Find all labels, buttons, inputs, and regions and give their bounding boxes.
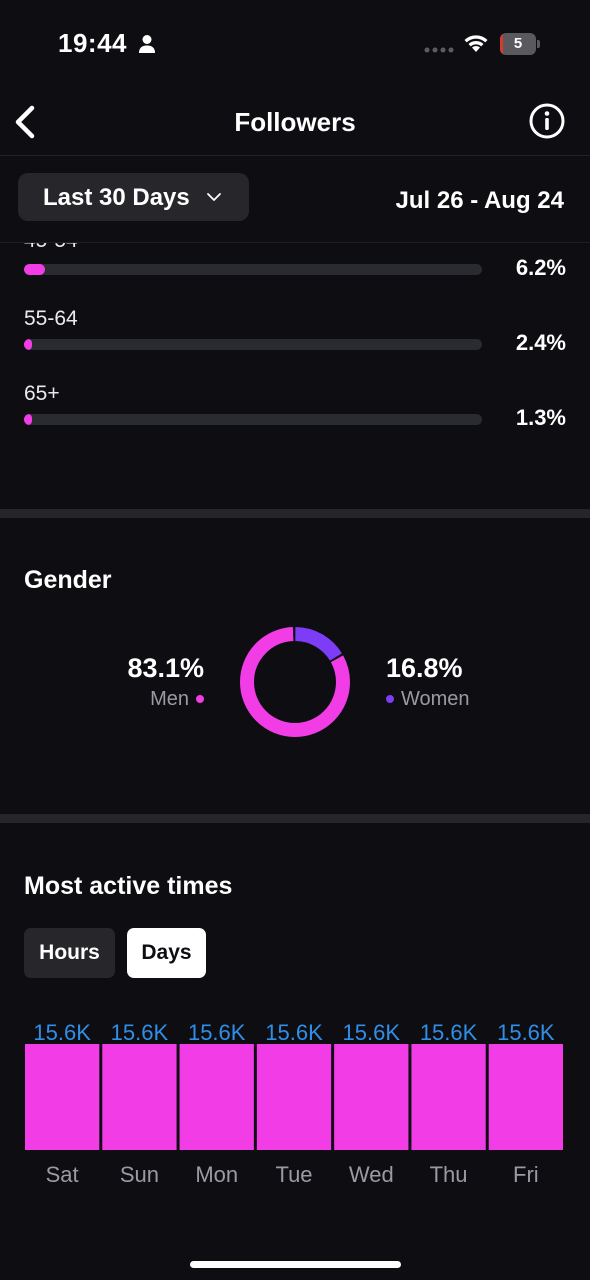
battery-body: 5: [500, 33, 536, 55]
age-row: 65+ 1.3%: [0, 382, 590, 442]
bar-data-label: 15.6K: [33, 1020, 91, 1045]
bar-sun: [102, 1044, 177, 1150]
bar-thu: [411, 1044, 486, 1150]
most-active-section-title: Most active times: [24, 872, 233, 900]
status-bar: 19:44 5: [0, 0, 590, 90]
age-row: 55-64 2.4%: [0, 307, 590, 367]
battery-fill: [500, 33, 503, 55]
wifi-icon: [464, 35, 488, 52]
donut-segment-men: [240, 627, 350, 737]
age-row-track: [24, 414, 482, 425]
men-legend: Men: [150, 688, 204, 710]
x-tick-label: Fri: [513, 1162, 539, 1187]
filter-row: Last 30 Days Jul 26 - Aug 24: [0, 157, 590, 243]
date-range-dropdown-label: Last 30 Days: [43, 184, 190, 211]
x-tick-label: Thu: [430, 1162, 468, 1187]
women-color-dot: [386, 695, 394, 703]
x-tick-label: Mon: [195, 1162, 238, 1187]
age-row-fill: [24, 339, 33, 350]
back-chevron-icon[interactable]: [10, 102, 42, 142]
bar-sat: [25, 1044, 100, 1150]
age-row-label: 45-54: [24, 243, 78, 253]
age-row-value: 2.4%: [515, 330, 566, 355]
men-color-dot: [196, 695, 204, 703]
nav-bar: Followers: [0, 90, 590, 156]
gender-section-title: Gender: [24, 566, 112, 594]
bar-data-label: 15.6K: [188, 1020, 246, 1045]
date-range-dropdown[interactable]: Last 30 Days: [18, 173, 249, 221]
women-percent: 16.8%: [386, 653, 463, 683]
x-tick-label: Wed: [349, 1162, 394, 1187]
bar-wed: [334, 1044, 409, 1150]
bar-data-label: 15.6K: [343, 1020, 401, 1045]
men-label: Men: [150, 687, 189, 710]
bar-data-label: 15.6K: [111, 1020, 169, 1045]
home-indicator[interactable]: [190, 1261, 401, 1268]
date-range-text: Jul 26 - Aug 24: [395, 187, 565, 214]
x-tick-label: Sat: [46, 1162, 79, 1187]
women-label: Women: [401, 687, 470, 710]
x-tick-label: Sun: [120, 1162, 159, 1187]
gender-donut-chart: [240, 627, 350, 737]
bar-mon: [179, 1044, 254, 1150]
tab-days[interactable]: Days: [127, 928, 206, 978]
bar-data-label: 15.6K: [497, 1020, 555, 1045]
info-icon[interactable]: [528, 102, 566, 140]
x-tick-label: Tue: [275, 1162, 312, 1187]
age-range-list: 45-54 6.2% 55-64 2.4% 65+ 1.3%: [0, 243, 590, 509]
status-time: 19:44: [58, 28, 127, 58]
bar-data-label: 15.6K: [265, 1020, 323, 1045]
age-row-fill: [24, 264, 45, 275]
bar-tue: [256, 1044, 332, 1150]
women-legend: Women: [386, 688, 470, 710]
section-divider: [0, 509, 590, 518]
age-row-track: [24, 339, 482, 350]
cellular-signal-icon: [424, 47, 454, 53]
age-row-track: [24, 264, 482, 275]
chevron-down-icon: [207, 193, 221, 201]
battery-cap: [537, 40, 540, 48]
age-row-value: 1.3%: [515, 405, 566, 430]
tab-hours[interactable]: Hours: [24, 928, 115, 978]
age-row-fill: [24, 414, 32, 425]
battery-indicator: 5: [500, 33, 540, 55]
most-active-days-chart: 15.6K Sat 15.6K Sun 15.6K Mon 15.6K Tue 15.6K Wed…: [25, 1020, 563, 1187]
age-row-label: 65+: [24, 382, 60, 405]
bar-fri: [488, 1044, 563, 1150]
age-row-label: 55-64: [24, 307, 78, 330]
battery-level: 5: [513, 35, 523, 52]
age-row: 45-54 6.2%: [0, 243, 590, 303]
bar-data-label: 15.6K: [420, 1020, 478, 1045]
section-divider: [0, 814, 590, 823]
men-percent: 83.1%: [127, 653, 204, 683]
person-icon: [139, 35, 155, 53]
page-title: Followers: [234, 107, 356, 137]
age-row-value: 6.2%: [515, 255, 566, 280]
